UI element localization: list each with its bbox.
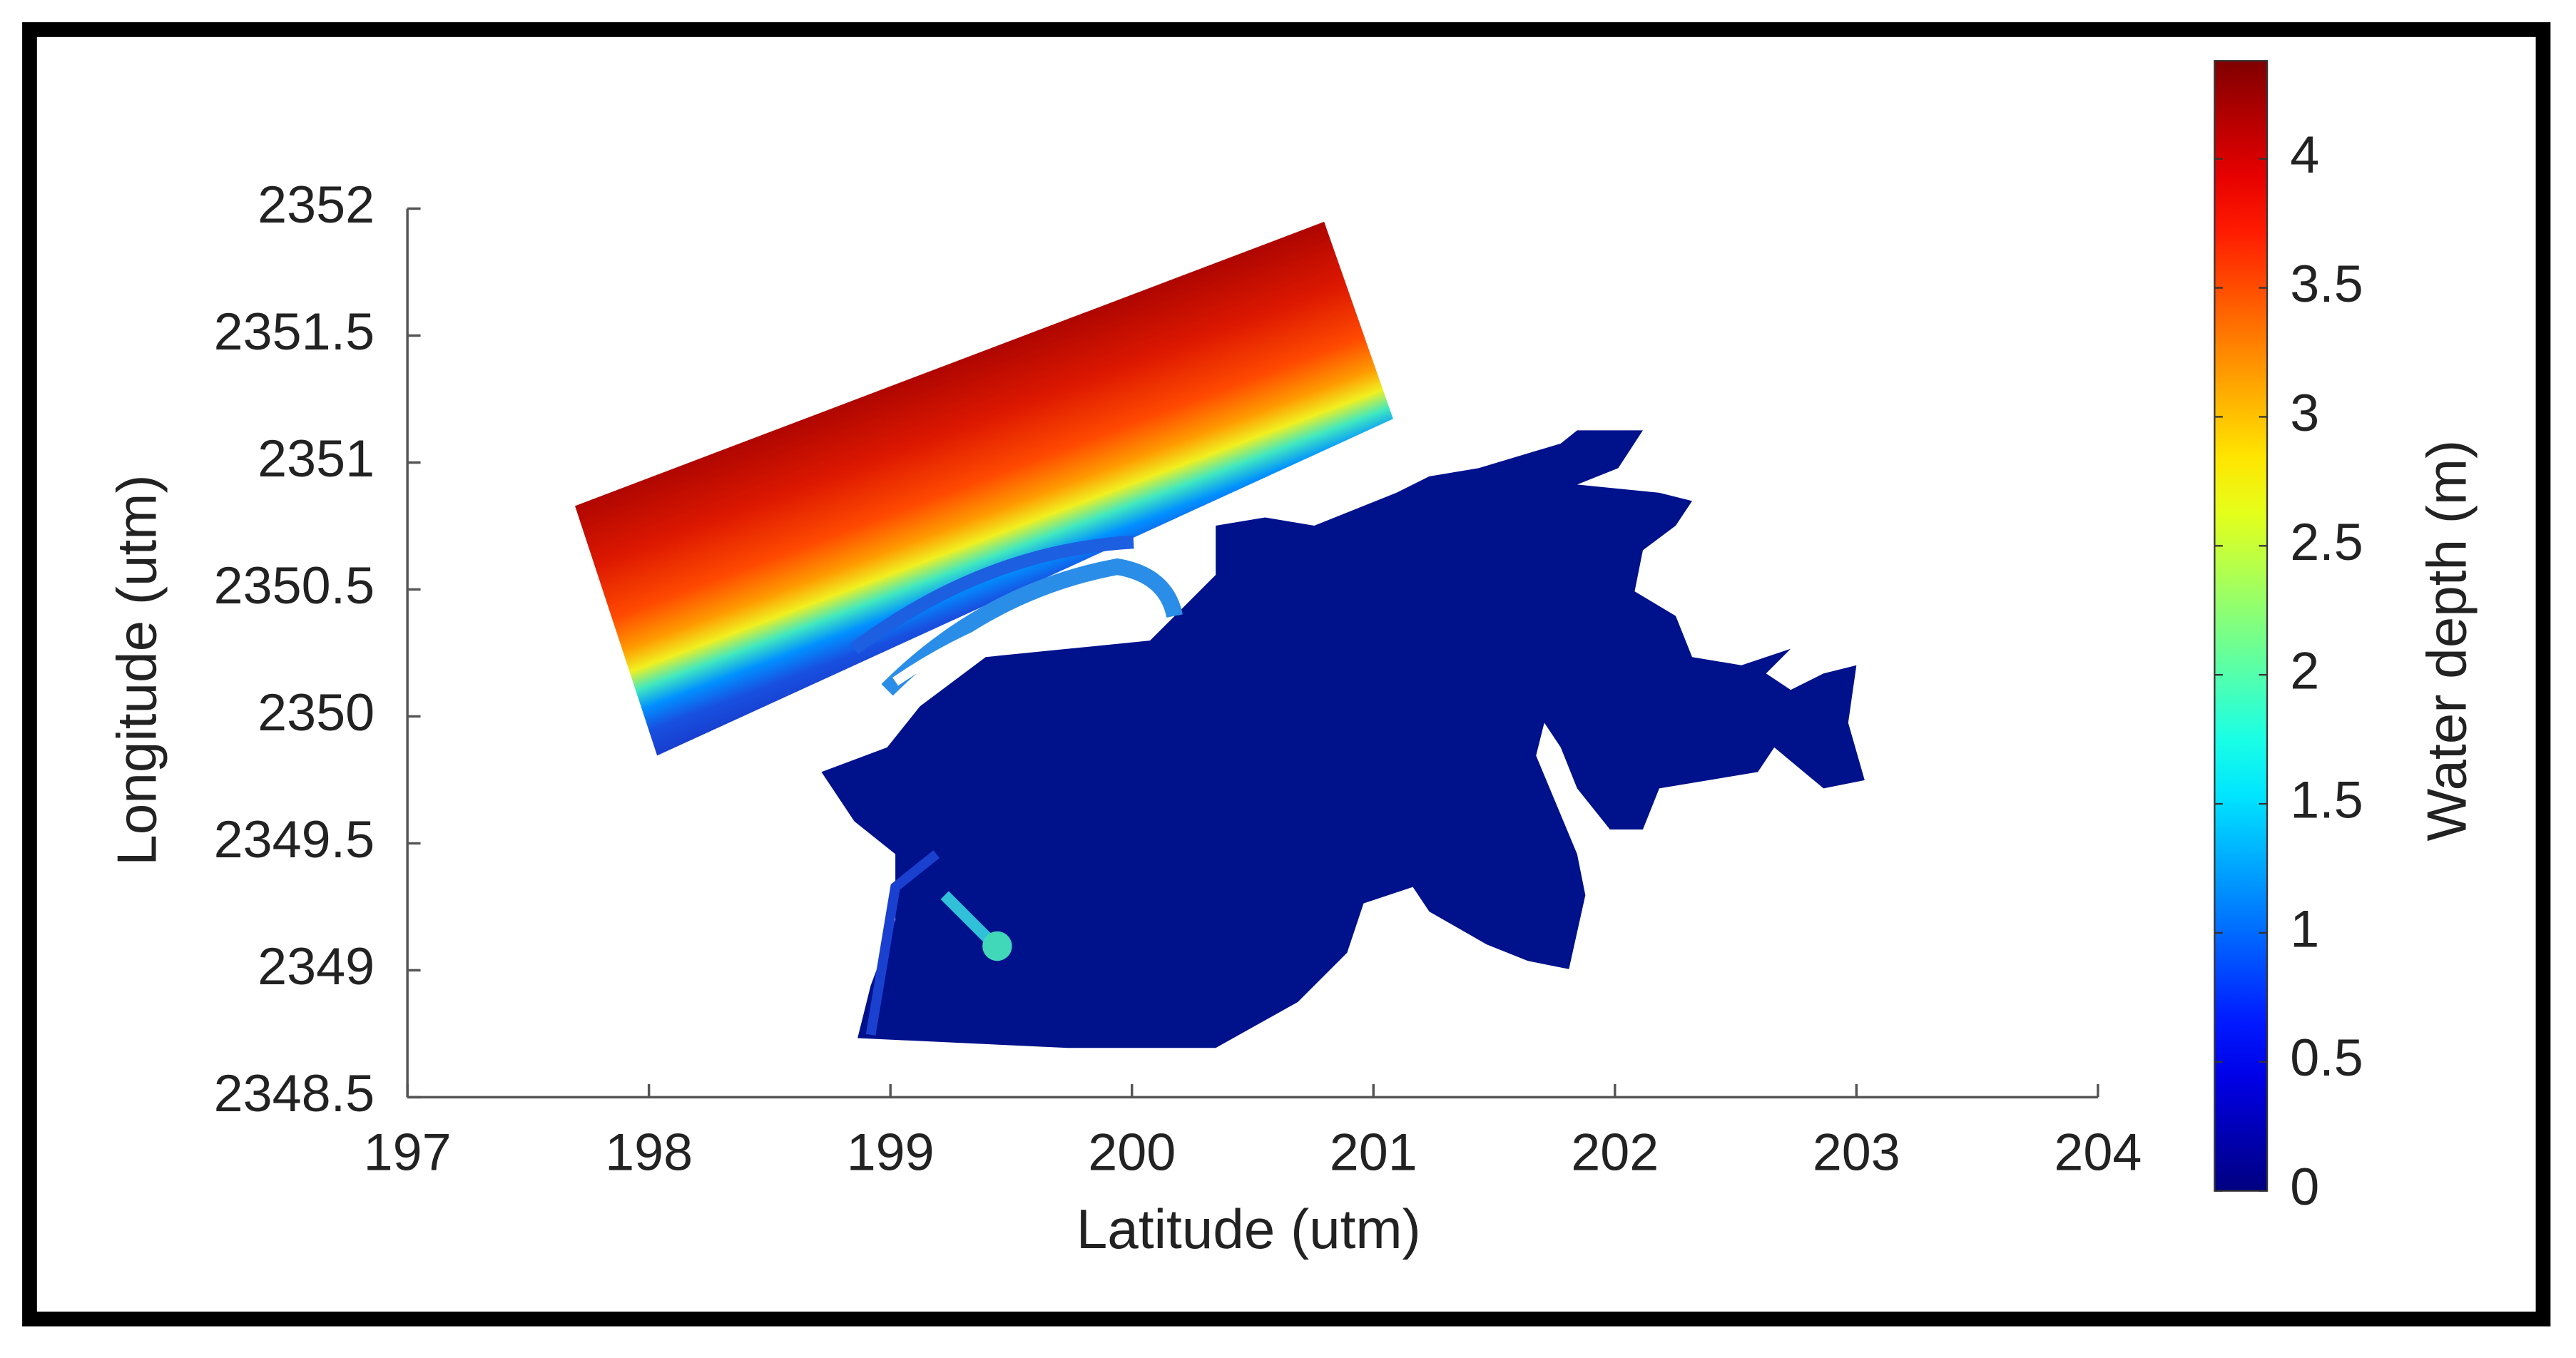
channel: [881, 558, 1183, 696]
colorbar-label: Water depth (m): [2415, 440, 2478, 842]
y-tick-label: 2349: [258, 936, 375, 996]
colorbar: [2214, 60, 2269, 1192]
x-tick-label: 198: [605, 1123, 693, 1182]
depth-field: [575, 221, 1865, 1048]
spit: [892, 586, 1134, 686]
x-tick-label: 201: [1330, 1123, 1417, 1182]
y-axis-label: Longitude (utm): [106, 474, 168, 865]
channel: [850, 535, 1134, 655]
x-tick-label: 200: [1088, 1123, 1176, 1182]
inlet: [982, 931, 1012, 961]
offshore-strip: [575, 221, 1393, 756]
x-tick-label: 204: [2054, 1123, 2142, 1182]
colorbar-tick-label: 1.5: [2290, 770, 2363, 829]
colorbar-tick-label: 4: [2290, 125, 2319, 184]
lagoon: [821, 430, 1865, 1048]
colorbar-tick-label: 1: [2290, 899, 2319, 958]
colorbar-tick-label: 3: [2290, 383, 2319, 442]
y-tick-label: 2349.5: [214, 810, 375, 869]
x-tick-label: 199: [847, 1123, 935, 1182]
x-tick-label: 202: [1571, 1123, 1659, 1182]
colorbar-tick-label: 0.5: [2290, 1028, 2363, 1087]
x-tick-label: 197: [364, 1123, 452, 1182]
y-tick-label: 2351.5: [214, 302, 375, 361]
colorbar-tick-label: 2: [2290, 641, 2319, 700]
y-tick-label: 2348.5: [214, 1063, 375, 1123]
shore: [865, 850, 940, 1036]
colorbar-tick-label: 0: [2290, 1157, 2319, 1216]
y-tick-label: 2350: [258, 683, 375, 742]
y-tick-label: 2351: [258, 429, 375, 488]
y-tick-label: 2350.5: [214, 556, 375, 615]
x-tick-label: 203: [1813, 1123, 1900, 1182]
y-tick-label: 2352: [258, 175, 375, 234]
colorbar-tick-label: 2.5: [2290, 512, 2363, 571]
x-axis-label: Latitude (utm): [1076, 1198, 1421, 1260]
colorbar-tick-label: 3.5: [2290, 254, 2363, 313]
